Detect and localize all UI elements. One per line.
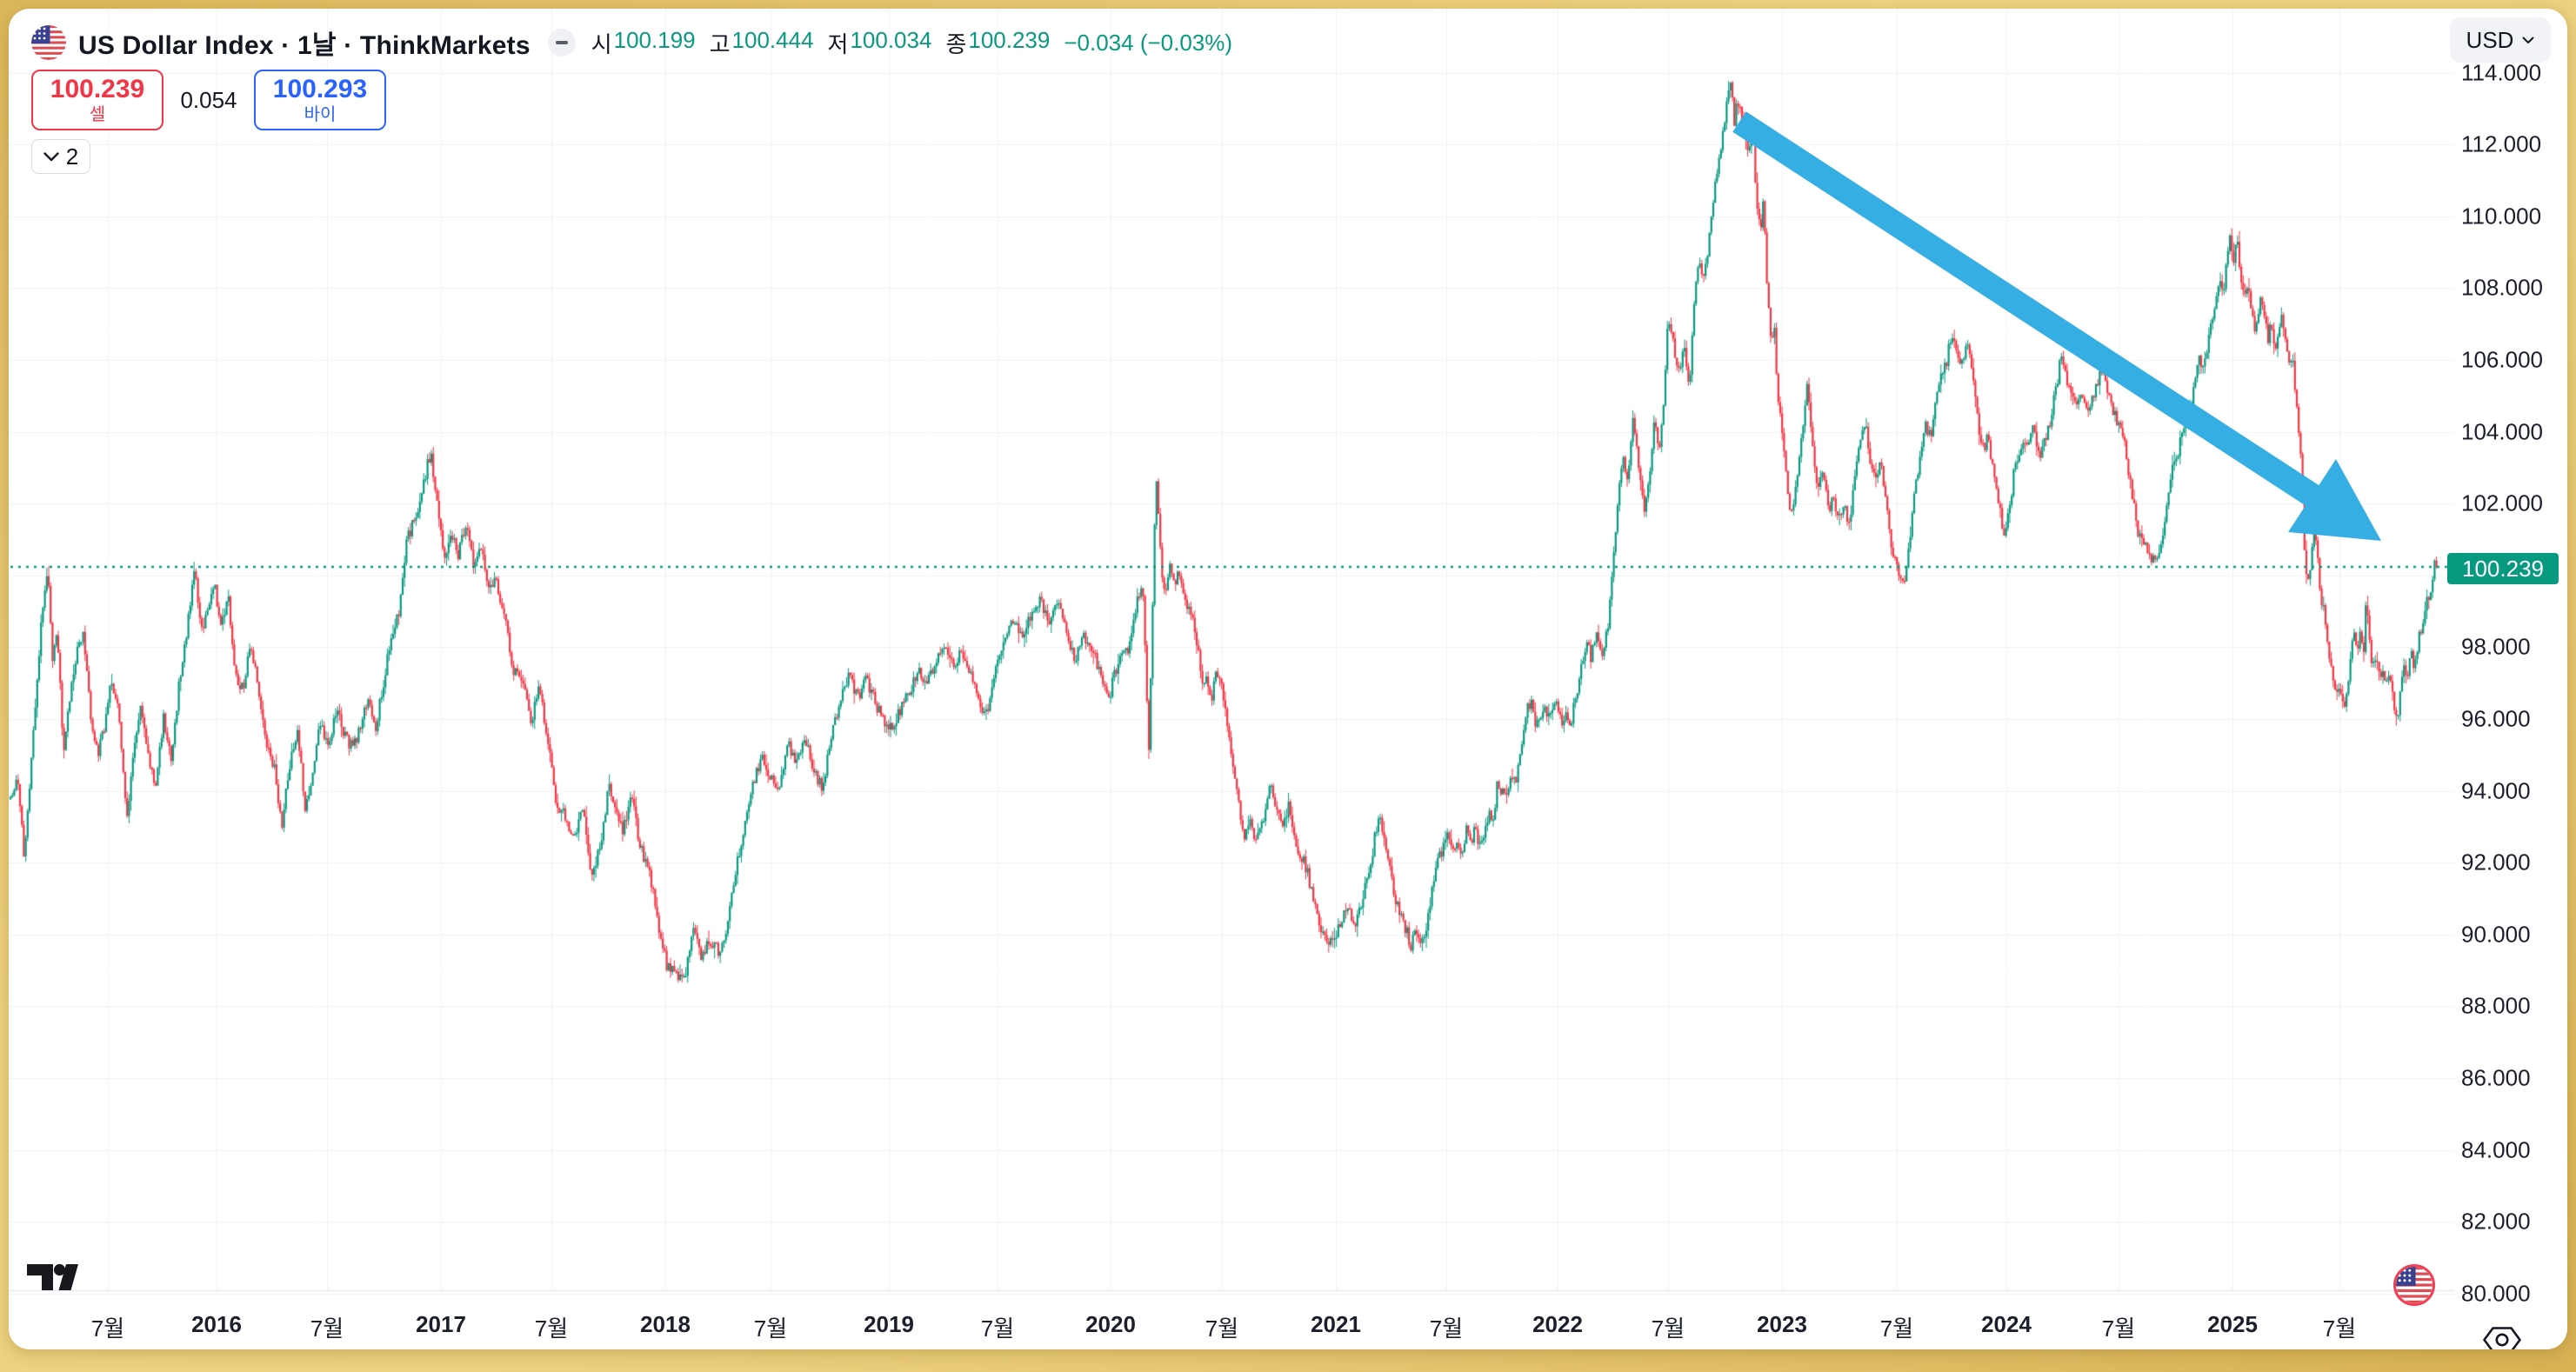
price-tick-label: 92.000 <box>2461 849 2531 876</box>
price-tick-label: 108.000 <box>2461 274 2543 301</box>
buy-price: 100.293 <box>272 75 368 104</box>
price-tick-label: 106.000 <box>2461 346 2543 373</box>
time-tick-label: 7월 <box>2322 1315 2357 1342</box>
buy-label: 바이 <box>304 104 337 124</box>
price-tick-label: 80.000 <box>2461 1280 2531 1307</box>
time-tick-label: 7월 <box>1879 1315 1914 1342</box>
open-value: 100.199 <box>613 26 696 53</box>
time-tick-label: 2019 <box>864 1311 914 1337</box>
time-tick-label: 7월 <box>980 1315 1015 1342</box>
time-tick-label: 2024 <box>1981 1311 2032 1337</box>
time-tick-label: 7월 <box>1651 1315 1685 1342</box>
last-price-badge: 100.239 <box>2447 553 2559 584</box>
price-tick-label: 102.000 <box>2461 490 2543 516</box>
buy-button[interactable]: 100.293 바이 <box>254 70 386 130</box>
spread-value: 0.054 <box>180 86 237 113</box>
candlestick-chart[interactable] <box>9 9 2567 1349</box>
sell-price: 100.239 <box>50 75 145 104</box>
collapse-count: 2 <box>65 143 79 170</box>
price-tick-label: 94.000 <box>2461 777 2531 804</box>
minus-circle-icon <box>547 29 576 57</box>
currency-value: USD <box>2466 26 2514 53</box>
price-tick-label: 84.000 <box>2461 1136 2531 1163</box>
time-tick-label: 2018 <box>640 1311 691 1337</box>
price-tick-label: 82.000 <box>2461 1208 2531 1235</box>
price-tick-label: 96.000 <box>2461 705 2531 732</box>
time-tick-label: 2021 <box>1311 1311 1361 1337</box>
time-tick-label: 7월 <box>310 1315 344 1342</box>
collapse-button[interactable]: 2 <box>31 139 90 174</box>
close-label: 종 <box>945 30 967 57</box>
time-tick-label: 2020 <box>1085 1311 1136 1337</box>
time-tick-label: 2025 <box>2207 1311 2258 1337</box>
tradingview-logo[interactable] <box>26 1262 82 1307</box>
symbol-title[interactable]: US Dollar Index · 1날 · ThinkMarkets <box>78 31 531 60</box>
sell-button[interactable]: 100.239 셀 <box>31 70 164 130</box>
price-scale[interactable]: 100.239 114.000 112.000 110.000 108.000 106.… <box>2447 9 2567 1349</box>
time-tick-label: 7월 <box>534 1315 569 1342</box>
settings-hex-icon[interactable] <box>2482 1325 2522 1349</box>
price-tick-label: 88.000 <box>2461 992 2531 1019</box>
high-value: 100.444 <box>731 26 814 53</box>
chevron-down-icon <box>2522 37 2534 43</box>
time-tick-label: 7월 <box>753 1315 788 1342</box>
ohlc-values: 시 100.199 고 100.444 저 100.034 종 100.239 −0.0… <box>591 27 1232 59</box>
price-tick-label: 112.000 <box>2461 130 2542 157</box>
time-tick-label: 7월 <box>1205 1315 1239 1342</box>
price-tick-label: 104.000 <box>2461 418 2543 445</box>
time-tick-label: 2022 <box>1532 1311 1583 1337</box>
price-tick-label: 98.000 <box>2461 633 2531 660</box>
low-value: 100.034 <box>850 26 932 53</box>
symbol-flag-icon <box>2393 1264 2435 1306</box>
chart-panel: US Dollar Index · 1날 · ThinkMarkets 시 100… <box>9 9 2567 1349</box>
chevron-down-icon <box>43 151 59 161</box>
sell-label: 셀 <box>89 104 106 124</box>
time-tick-label: 2016 <box>191 1311 242 1337</box>
time-tick-label: 2017 <box>416 1311 466 1337</box>
us-flag-icon <box>31 25 66 60</box>
close-value: 100.239 <box>968 26 1051 53</box>
high-label: 고 <box>709 30 731 57</box>
chart-header: US Dollar Index · 1날 · ThinkMarkets 시 100… <box>31 23 1232 63</box>
trade-panel: 100.239 셀 0.054 100.293 바이 <box>31 70 386 130</box>
time-tick-label: 2023 <box>1757 1311 1807 1337</box>
price-tick-label: 90.000 <box>2461 921 2531 948</box>
price-tick-label: 114.000 <box>2461 59 2542 86</box>
time-tick-label: 7월 <box>1429 1315 1464 1342</box>
price-tick-label: 86.000 <box>2461 1064 2531 1091</box>
low-label: 저 <box>827 30 849 57</box>
open-label: 시 <box>591 30 612 57</box>
time-tick-label: 7월 <box>90 1315 125 1342</box>
time-scale[interactable]: 7월 2016 7월 2017 7월 2018 7월 2019 7월 2020 7월 2021 7월 20… <box>9 1302 2454 1349</box>
time-tick-label: 7월 <box>2101 1315 2136 1342</box>
change-value: −0.034 (−0.03%) <box>1064 29 1233 56</box>
currency-selector[interactable]: USD <box>2450 17 2551 63</box>
price-tick-label: 110.000 <box>2461 203 2542 230</box>
